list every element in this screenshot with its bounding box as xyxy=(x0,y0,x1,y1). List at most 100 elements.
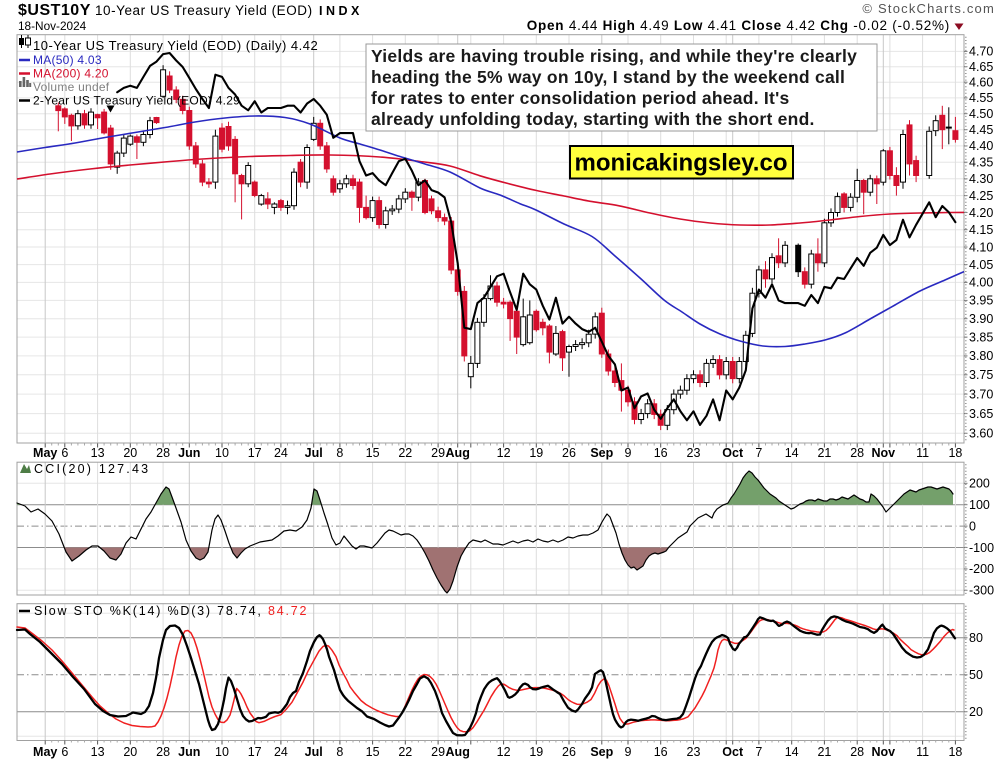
svg-text:May: May xyxy=(33,446,57,460)
svg-text:14: 14 xyxy=(785,745,799,759)
svg-text:4.40: 4.40 xyxy=(969,139,993,153)
svg-text:21: 21 xyxy=(817,745,831,759)
svg-text:INDX: INDX xyxy=(319,4,363,18)
svg-text:© StockCharts.com: © StockCharts.com xyxy=(862,1,995,16)
svg-text:Jul: Jul xyxy=(305,745,323,759)
svg-text:4.15: 4.15 xyxy=(969,223,993,237)
svg-text:200: 200 xyxy=(969,477,990,491)
svg-text:26: 26 xyxy=(562,446,576,460)
svg-text:3.95: 3.95 xyxy=(969,294,993,308)
svg-text:3.70: 3.70 xyxy=(969,387,993,401)
svg-text:8: 8 xyxy=(336,745,343,759)
svg-text:10-Year US Treasury Yield (EOD: 10-Year US Treasury Yield (EOD) xyxy=(95,3,313,18)
svg-text:heading the 5% way on 10y, I s: heading the 5% way on 10y, I stand by th… xyxy=(371,67,845,87)
svg-text:3.75: 3.75 xyxy=(969,368,993,382)
svg-text:12: 12 xyxy=(497,446,511,460)
svg-text:28: 28 xyxy=(156,446,170,460)
svg-text:17: 17 xyxy=(248,745,262,759)
svg-text:16: 16 xyxy=(654,745,668,759)
svg-text:26: 26 xyxy=(562,745,576,759)
svg-text:4.55: 4.55 xyxy=(969,91,993,105)
svg-text:80: 80 xyxy=(969,631,983,645)
svg-text:22: 22 xyxy=(398,745,412,759)
svg-text:4.20: 4.20 xyxy=(969,206,993,220)
svg-text:20: 20 xyxy=(969,705,983,719)
svg-text:3.60: 3.60 xyxy=(969,427,993,441)
svg-text:20: 20 xyxy=(123,745,137,759)
svg-text:29: 29 xyxy=(431,446,445,460)
svg-text:9: 9 xyxy=(625,745,632,759)
svg-text:MA(50) 4.03: MA(50) 4.03 xyxy=(33,53,102,67)
svg-text:19: 19 xyxy=(529,446,543,460)
svg-text:16: 16 xyxy=(654,446,668,460)
svg-text:Jun: Jun xyxy=(178,446,200,460)
svg-text:19: 19 xyxy=(529,745,543,759)
svg-text:29: 29 xyxy=(431,745,445,759)
svg-text:11: 11 xyxy=(916,446,929,460)
svg-text:4.50: 4.50 xyxy=(969,107,993,121)
svg-text:Nov: Nov xyxy=(871,446,895,460)
svg-text:Yields are having trouble risi: Yields are having trouble rising, and wh… xyxy=(371,46,857,66)
svg-text:2-Year US Treasury Yield (EOD): 2-Year US Treasury Yield (EOD) 4.29 xyxy=(33,94,240,108)
svg-text:Volume undef: Volume undef xyxy=(33,80,110,94)
svg-text:3.90: 3.90 xyxy=(969,312,993,326)
svg-text:3.80: 3.80 xyxy=(969,349,993,363)
svg-text:Open 4.44 High 4.49 Low 4.41 C: Open 4.44 High 4.49 Low 4.41 Close 4.42 … xyxy=(527,18,950,33)
svg-text:6: 6 xyxy=(61,446,68,460)
svg-text:15: 15 xyxy=(366,745,380,759)
svg-text:7: 7 xyxy=(755,745,762,759)
svg-text:monicakingsley.co: monicakingsley.co xyxy=(575,150,788,177)
svg-text:28: 28 xyxy=(850,745,864,759)
svg-text:18-Nov-2024: 18-Nov-2024 xyxy=(18,19,87,33)
svg-text:14: 14 xyxy=(785,446,799,460)
svg-text:Sep: Sep xyxy=(590,446,613,460)
svg-text:CCI(20) 127.43: CCI(20) 127.43 xyxy=(34,462,150,476)
svg-text:20: 20 xyxy=(123,446,137,460)
svg-text:4.65: 4.65 xyxy=(969,60,993,74)
svg-text:4.10: 4.10 xyxy=(969,240,993,254)
svg-text:Oct: Oct xyxy=(722,446,744,460)
svg-text:4.25: 4.25 xyxy=(969,189,993,203)
svg-text:11: 11 xyxy=(916,745,929,759)
svg-text:Sep: Sep xyxy=(590,745,613,759)
svg-text:13: 13 xyxy=(91,446,105,460)
svg-text:6: 6 xyxy=(61,745,68,759)
svg-text:23: 23 xyxy=(687,745,701,759)
svg-text:Nov: Nov xyxy=(871,745,895,759)
svg-text:4.35: 4.35 xyxy=(969,156,993,170)
svg-text:10-Year US Treasury Yield (EOD: 10-Year US Treasury Yield (EOD) (Daily) … xyxy=(33,38,318,53)
svg-text:10: 10 xyxy=(215,446,229,460)
svg-text:Oct: Oct xyxy=(722,745,744,759)
svg-text:7: 7 xyxy=(755,446,762,460)
svg-text:-300: -300 xyxy=(969,584,994,598)
svg-text:9: 9 xyxy=(625,446,632,460)
svg-text:Slow STO %K(14) %D(3) 78.74, 8: Slow STO %K(14) %D(3) 78.74, 84.72 xyxy=(34,604,308,618)
svg-text:50: 50 xyxy=(969,668,983,682)
svg-text:22: 22 xyxy=(398,446,412,460)
svg-text:Jun: Jun xyxy=(178,745,200,759)
svg-text:8: 8 xyxy=(336,446,343,460)
svg-text:18: 18 xyxy=(948,446,962,460)
svg-text:MA(200) 4.20: MA(200) 4.20 xyxy=(33,67,109,81)
svg-text:23: 23 xyxy=(687,446,701,460)
svg-text:Aug: Aug xyxy=(446,745,470,759)
svg-text:28: 28 xyxy=(156,745,170,759)
svg-text:17: 17 xyxy=(248,446,262,460)
svg-text:$UST10Y: $UST10Y xyxy=(18,2,91,19)
svg-text:Jul: Jul xyxy=(305,446,323,460)
svg-text:4.05: 4.05 xyxy=(969,258,993,272)
svg-text:-200: -200 xyxy=(969,562,994,576)
svg-text:4.45: 4.45 xyxy=(969,123,993,137)
svg-text:18: 18 xyxy=(948,745,962,759)
svg-text:24: 24 xyxy=(274,745,288,759)
svg-text:for rates to enter consolidati: for rates to enter consolidation period … xyxy=(371,88,790,108)
svg-text:already unfolding today, start: already unfolding today, starting with t… xyxy=(371,109,815,129)
svg-text:13: 13 xyxy=(91,745,105,759)
svg-text:12: 12 xyxy=(497,745,511,759)
svg-text:100: 100 xyxy=(969,498,990,512)
svg-text:4.00: 4.00 xyxy=(969,276,993,290)
svg-text:24: 24 xyxy=(274,446,288,460)
svg-text:15: 15 xyxy=(366,446,380,460)
svg-text:-100: -100 xyxy=(969,541,994,555)
svg-text:4.70: 4.70 xyxy=(969,45,993,59)
